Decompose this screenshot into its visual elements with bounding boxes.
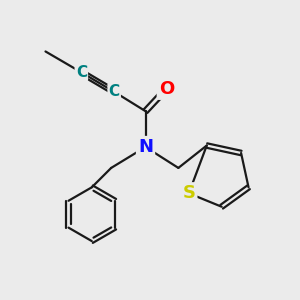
- Text: N: N: [138, 138, 153, 156]
- Text: O: O: [159, 80, 174, 98]
- Text: S: S: [182, 184, 195, 202]
- Text: C: C: [109, 84, 120, 99]
- Text: C: C: [76, 65, 87, 80]
